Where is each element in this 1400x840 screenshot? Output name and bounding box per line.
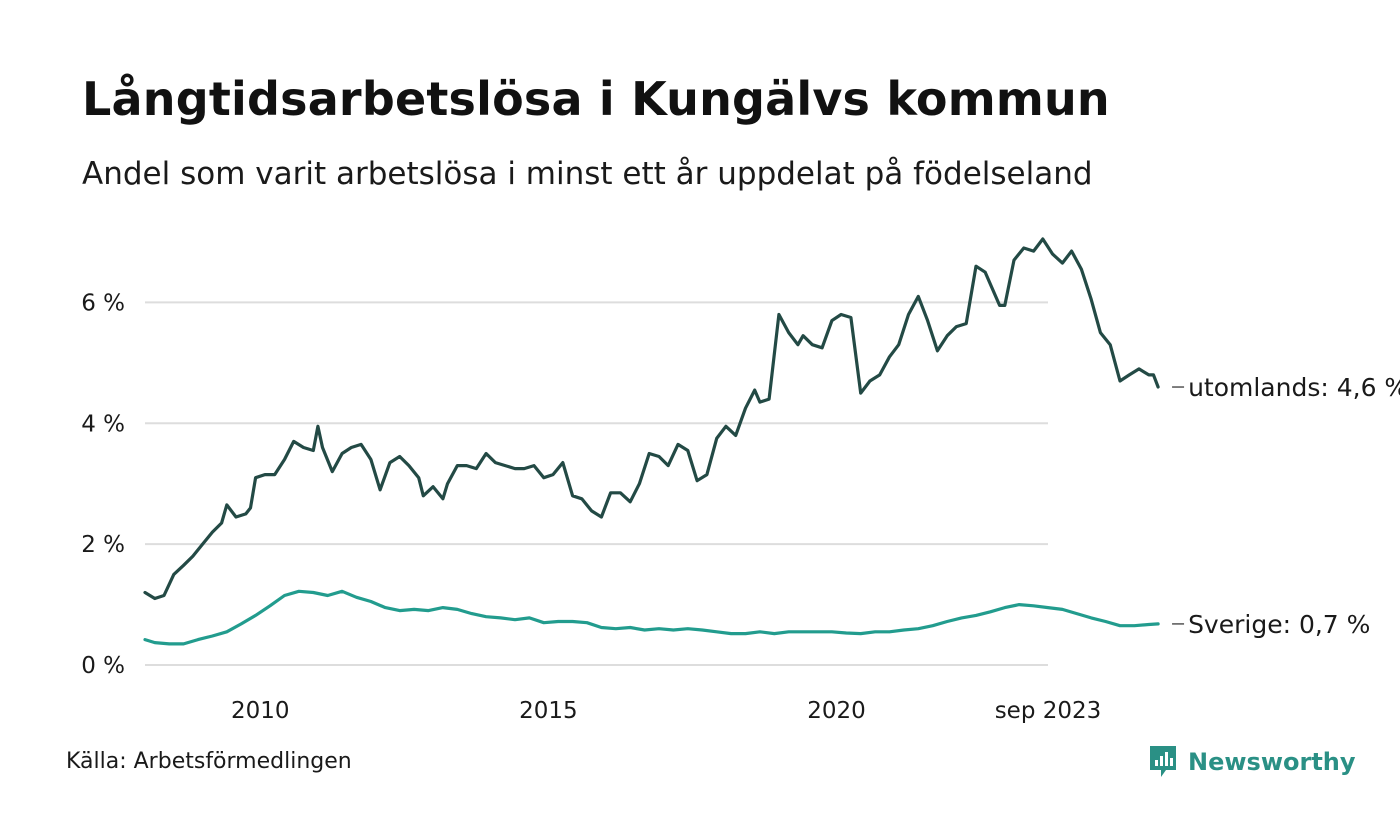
newsworthy-logo: Newsworthy [1148, 744, 1356, 780]
y-tick-label: 0 % [81, 653, 125, 679]
series-line-utomlands [143, 237, 1160, 601]
y-tick-label: 4 % [81, 411, 125, 437]
y-tick-label: 6 % [81, 290, 125, 316]
series-lines [143, 237, 1160, 646]
y-axis-ticks: 0 % 2 % 4 % 6 % [81, 290, 125, 679]
x-tick-label: 2020 [807, 698, 866, 724]
newsworthy-chart-icon [1150, 746, 1176, 777]
series-line-sverige [143, 589, 1160, 646]
x-axis-ticks: 2010 2015 2020 sep 2023 [231, 698, 1101, 724]
y-tick-label: 2 % [81, 532, 125, 558]
source-note: Källa: Arbetsförmedlingen [66, 749, 352, 774]
gridlines [145, 301, 1048, 666]
chart-subtitle: Andel som varit arbetslösa i minst ett å… [82, 156, 1093, 192]
series-label-utomlands: utomlands: 4,6 % [1188, 373, 1400, 402]
x-tick-label: sep 2023 [995, 698, 1102, 724]
x-tick-label: 2010 [231, 698, 290, 724]
brand-name: Newsworthy [1188, 748, 1356, 776]
x-tick-label: 2015 [519, 698, 578, 724]
chart-title: Långtidsarbetslösa i Kungälvs kommun [82, 72, 1110, 126]
series-label-sverige: Sverige: 0,7 % [1188, 610, 1370, 639]
series-labels: utomlands: 4,6 % Sverige: 0,7 % [1172, 373, 1400, 639]
